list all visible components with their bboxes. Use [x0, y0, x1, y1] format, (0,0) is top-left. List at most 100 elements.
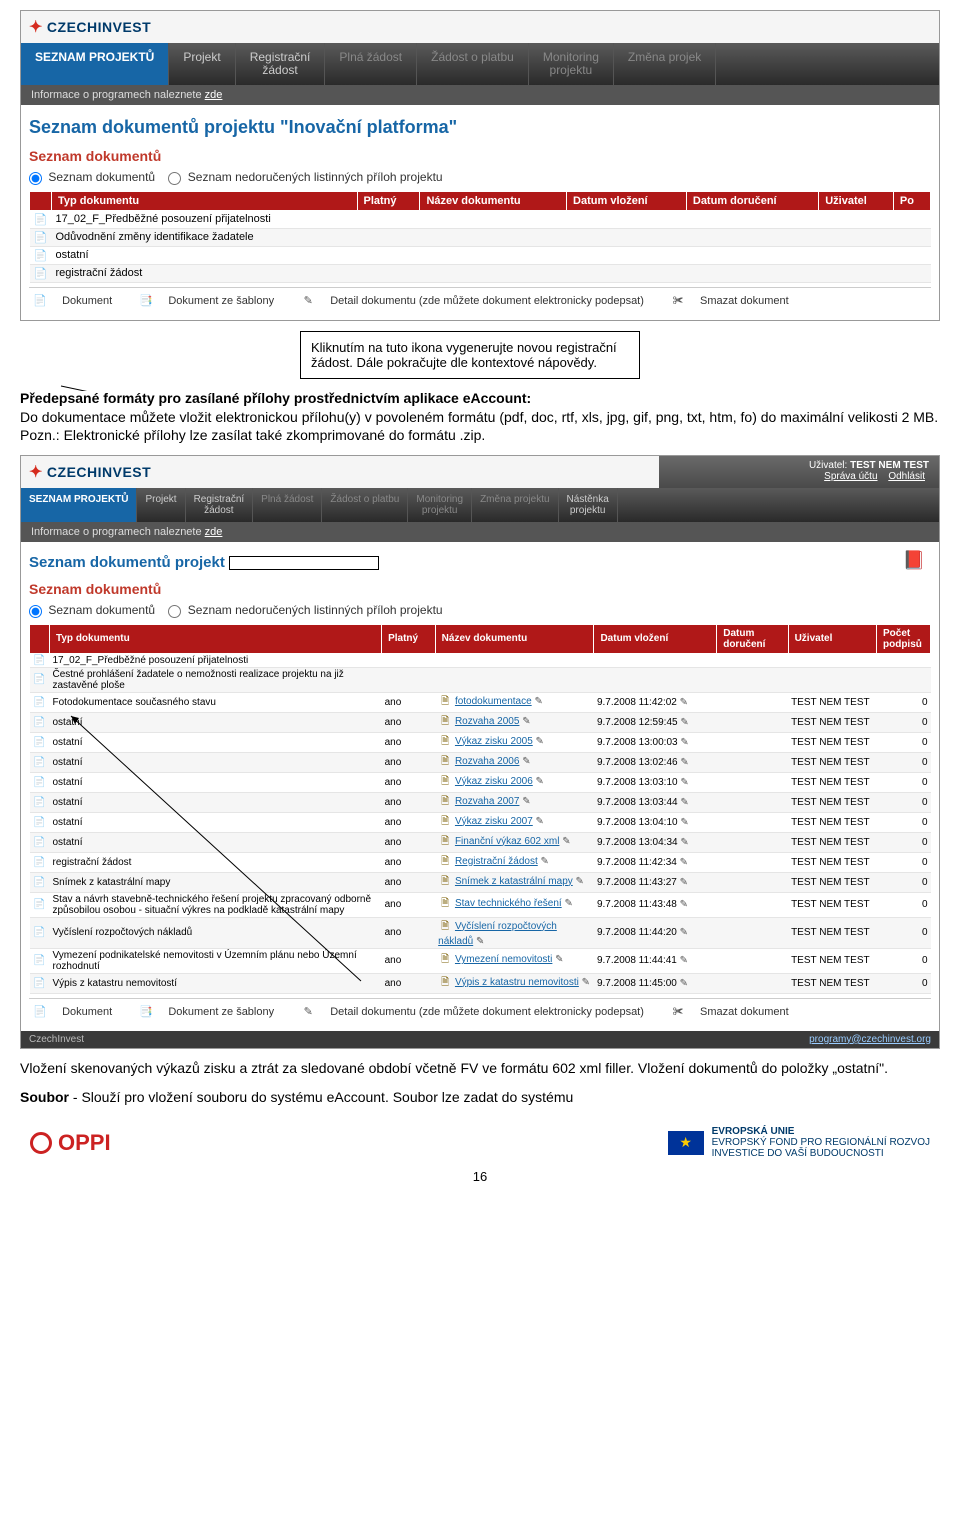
edit-icon[interactable]: ✎ — [680, 877, 688, 888]
radio-option-2[interactable]: Seznam nedoručených listinných příloh pr… — [168, 170, 442, 184]
doc-name-link[interactable]: Výkaz zisku 2005 — [455, 736, 533, 747]
table-row[interactable]: 📄ostatníano🗎 Rozvaha 2006 ✎9.7.2008 13:0… — [30, 752, 931, 772]
doc-name-link[interactable]: Vymezení nemovitosti — [455, 954, 552, 965]
doc-name-link[interactable]: Stav technického řešení — [455, 898, 562, 909]
col-header[interactable]: Uživatel — [788, 624, 876, 653]
nav-item[interactable]: Změna projektu — [472, 488, 558, 522]
edit-icon[interactable]: ✎ — [555, 954, 563, 965]
doc-name-link[interactable]: Vyčíslení rozpočtových nákladů — [438, 921, 557, 947]
edit-icon[interactable]: ✎ — [536, 736, 544, 747]
radio-2[interactable] — [168, 605, 181, 618]
radio-option-1[interactable]: Seznam dokumentů — [29, 170, 155, 184]
nav-item[interactable]: Žádost o platbu — [417, 43, 529, 85]
table-row[interactable]: 📄ostatní — [30, 246, 931, 264]
nav-item[interactable]: SEZNAM PROJEKTŮ — [21, 43, 169, 85]
edit-icon[interactable]: ✎ — [680, 978, 688, 989]
edit-icon[interactable]: ✎ — [522, 796, 530, 807]
nav-item[interactable]: SEZNAM PROJEKTŮ — [21, 488, 137, 522]
edit-icon[interactable]: ✎ — [522, 716, 530, 727]
edit-icon[interactable]: ✎ — [680, 737, 688, 748]
table-row[interactable]: 📄Vyčíslení rozpočtových nákladůano🗎 Vyčí… — [30, 917, 931, 948]
doc-name-link[interactable]: Registrační žádost — [455, 856, 538, 867]
doc-name-link[interactable]: Rozvaha 2007 — [455, 796, 520, 807]
radio-option-2[interactable]: Seznam nedoručených listinných příloh pr… — [168, 603, 442, 617]
col-header[interactable]: Platný — [357, 191, 420, 210]
table-row[interactable]: 📄ostatníano🗎 Finanční výkaz 602 xml ✎9.7… — [30, 832, 931, 852]
doc-name-link[interactable]: Výkaz zisku 2006 — [455, 776, 533, 787]
subnav-link[interactable]: zde — [205, 89, 223, 101]
table-row[interactable]: 📄ostatníano🗎 Výkaz zisku 2005 ✎9.7.2008 … — [30, 732, 931, 752]
doc-name-link[interactable]: Výpis z katastru nemovitosti — [455, 977, 579, 988]
radio-2[interactable] — [168, 172, 181, 185]
table-row[interactable]: 📄Čestné prohlášení žadatele o nemožnosti… — [30, 667, 931, 692]
doc-name-link[interactable]: Výkaz zisku 2007 — [455, 816, 533, 827]
col-header[interactable]: Typ dokumentu — [50, 624, 382, 653]
col-header[interactable]: Datum doručení — [686, 191, 818, 210]
nav-item[interactable]: Nástěnkaprojektu — [559, 488, 618, 522]
table-row[interactable]: 📄Výpis z katastru nemovitostíano🗎 Výpis … — [30, 973, 931, 993]
edit-icon[interactable]: ✎ — [576, 876, 584, 887]
nav-item[interactable]: Monitoringprojektu — [529, 43, 614, 85]
table-row[interactable]: 📄registrační žádostano🗎 Registrační žádo… — [30, 852, 931, 872]
edit-icon[interactable]: ✎ — [536, 816, 544, 827]
col-header[interactable]: Název dokumentu — [420, 191, 567, 210]
action-detail-doc[interactable]: ✎ Detail dokumentu (zde můžete dokument … — [301, 1006, 656, 1018]
edit-icon[interactable]: ✎ — [536, 776, 544, 787]
table-row[interactable]: 📄Stav a návrh stavebně-technického řešen… — [30, 892, 931, 917]
table-row[interactable]: 📄17_02_F_Předběžné posouzení přijatelnos… — [30, 653, 931, 667]
col-header[interactable]: Název dokumentu — [435, 624, 594, 653]
doc-name-link[interactable]: Snímek z katastrální mapy — [455, 876, 573, 887]
col-header[interactable]: Platný — [382, 624, 436, 653]
table-row[interactable]: 📄Vymezení podnikatelské nemovitosti v Úz… — [30, 948, 931, 973]
col-header[interactable]: Datum vložení — [567, 191, 687, 210]
action-new-doc-template[interactable]: 📑 Dokument ze šablony — [139, 1006, 286, 1018]
edit-icon[interactable]: ✎ — [476, 936, 484, 947]
edit-icon[interactable]: ✎ — [680, 837, 688, 848]
edit-icon[interactable]: ✎ — [582, 977, 590, 988]
doc-name-link[interactable]: Rozvaha 2006 — [455, 756, 520, 767]
doc-name-link[interactable]: fotodokumentace — [455, 696, 532, 707]
nav-item[interactable]: Projekt — [137, 488, 185, 522]
table-row[interactable]: 📄ostatníano🗎 Výkaz zisku 2007 ✎9.7.2008 … — [30, 812, 931, 832]
doc-name-link[interactable]: Finanční výkaz 602 xml — [455, 836, 560, 847]
table-row[interactable]: 📄ostatníano🗎 Rozvaha 2005 ✎9.7.2008 12:5… — [30, 712, 931, 732]
col-header[interactable]: Datum doručení — [717, 624, 788, 653]
action-new-doc[interactable]: 📄 Dokument — [33, 1006, 124, 1018]
footer-right[interactable]: programy@czechinvest.org — [809, 1034, 931, 1045]
action-new-doc[interactable]: 📄 Dokument — [33, 295, 124, 307]
radio-option-1[interactable]: Seznam dokumentů — [29, 603, 155, 617]
table-row[interactable]: 📄Fotodokumentace současného stavuano🗎 fo… — [30, 692, 931, 712]
edit-icon[interactable]: ✎ — [680, 777, 688, 788]
account-link[interactable]: Správa účtu — [824, 471, 877, 482]
edit-icon[interactable]: ✎ — [680, 757, 688, 768]
table-row[interactable]: 📄17_02_F_Předběžné posouzení přijatelnos… — [30, 210, 931, 228]
action-detail-doc[interactable]: ✎ Detail dokumentu (zde můžete dokument … — [301, 295, 656, 307]
table-row[interactable]: 📄registrační žádost — [30, 264, 931, 282]
nav-item[interactable]: Projekt — [169, 43, 235, 85]
col-header[interactable]: Datum vložení — [594, 624, 717, 653]
edit-icon[interactable]: ✎ — [680, 927, 688, 938]
doc-name-link[interactable]: Rozvaha 2005 — [455, 716, 520, 727]
action-new-doc-template[interactable]: 📑 Dokument ze šablony — [139, 295, 286, 307]
logout-link[interactable]: Odhlásit — [888, 471, 925, 482]
nav-item[interactable]: Žádost o platbu — [322, 488, 408, 522]
edit-icon[interactable]: ✎ — [680, 797, 688, 808]
edit-icon[interactable]: ✎ — [680, 899, 688, 910]
action-delete-doc[interactable]: ✀ Smazat dokument — [671, 1006, 801, 1018]
edit-icon[interactable]: ✎ — [564, 898, 572, 909]
radio-1[interactable] — [29, 605, 42, 618]
edit-icon[interactable]: ✎ — [680, 817, 688, 828]
nav-item[interactable]: Registračnížádost — [236, 43, 326, 85]
radio-1[interactable] — [29, 172, 42, 185]
col-header[interactable]: Počet podpisů — [877, 624, 931, 653]
nav-item[interactable]: Změna projek — [614, 43, 716, 85]
edit-icon[interactable]: ✎ — [534, 696, 542, 707]
edit-icon[interactable]: ✎ — [680, 717, 688, 728]
edit-icon[interactable]: ✎ — [541, 856, 549, 867]
help-book-icon[interactable]: 📕 — [903, 550, 925, 571]
col-header[interactable]: Po — [893, 191, 930, 210]
edit-icon[interactable]: ✎ — [680, 955, 688, 966]
edit-icon[interactable]: ✎ — [680, 857, 688, 868]
col-header[interactable]: Uživatel — [819, 191, 894, 210]
table-row[interactable]: 📄ostatníano🗎 Výkaz zisku 2006 ✎9.7.2008 … — [30, 772, 931, 792]
